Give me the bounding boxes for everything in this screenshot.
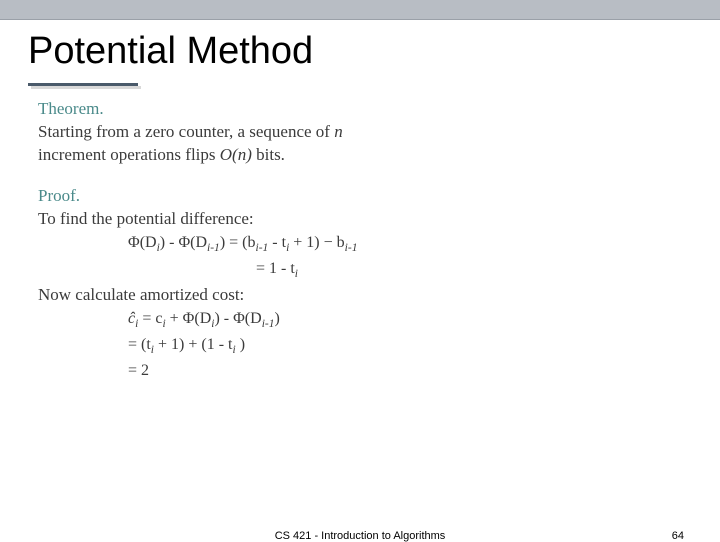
equation-5: = 2 bbox=[128, 359, 682, 383]
theorem-bigO: O(n) bbox=[220, 145, 252, 164]
equation-2: = 1 - ti bbox=[256, 257, 682, 283]
eq1-mid3: - t bbox=[268, 234, 286, 251]
eq3-c: ) - Φ(D bbox=[214, 310, 261, 327]
proof-label: Proof. bbox=[38, 185, 682, 208]
eq4-a: = (t bbox=[128, 336, 151, 353]
proof-line-1: To find the potential difference: bbox=[38, 208, 682, 231]
amortized-label: Now calculate amortized cost: bbox=[38, 284, 682, 307]
eq4-b: + 1) + (1 - t bbox=[154, 336, 232, 353]
equation-3: ĉi = ci + Φ(Di) - Φ(Di-1) bbox=[128, 307, 682, 333]
eq3-sub-dim1: i-1 bbox=[262, 318, 275, 330]
equation-1: Φ(Di) - Φ(Di-1) = (bi-1 - ti + 1) − bi-1 bbox=[128, 231, 682, 257]
title-area: Potential Method bbox=[0, 20, 720, 77]
eq1-sub-b1: i-1 bbox=[256, 242, 269, 254]
eq3-b: + Φ(D bbox=[166, 310, 212, 327]
eq1-mid4: + 1) − b bbox=[289, 234, 344, 251]
eq3-a: = c bbox=[138, 310, 162, 327]
eq2-text: = 1 - t bbox=[256, 260, 295, 277]
eq3-d: ) bbox=[274, 310, 279, 327]
eq1-mid2: ) = (b bbox=[220, 234, 256, 251]
eq4-c: ) bbox=[236, 336, 245, 353]
theorem-label: Theorem. bbox=[38, 98, 682, 121]
theorem-text-1: Starting from a zero counter, a sequence… bbox=[38, 122, 334, 141]
theorem-n: n bbox=[334, 122, 343, 141]
eq1-part1: Φ(D bbox=[128, 234, 157, 251]
footer-center: CS 421 - Introduction to Algorithms bbox=[275, 530, 446, 542]
slide-top-bar bbox=[0, 0, 720, 20]
theorem-text-2b: bits. bbox=[252, 145, 285, 164]
eq2-sub: i bbox=[295, 268, 298, 280]
theorem-line-1: Starting from a zero counter, a sequence… bbox=[38, 121, 682, 144]
theorem-line-2: increment operations flips O(n) bits. bbox=[38, 144, 682, 167]
slide-content: Theorem. Starting from a zero counter, a… bbox=[0, 86, 720, 383]
theorem-text-2a: increment operations flips bbox=[38, 145, 220, 164]
eq1-sub-im1: i-1 bbox=[207, 242, 220, 254]
page-number: 64 bbox=[672, 530, 684, 542]
slide-title: Potential Method bbox=[28, 30, 692, 73]
eq1-sub-b2: i-1 bbox=[345, 242, 358, 254]
eq1-mid1: ) - Φ(D bbox=[160, 234, 207, 251]
equation-4: = (ti + 1) + (1 - ti ) bbox=[128, 333, 682, 359]
